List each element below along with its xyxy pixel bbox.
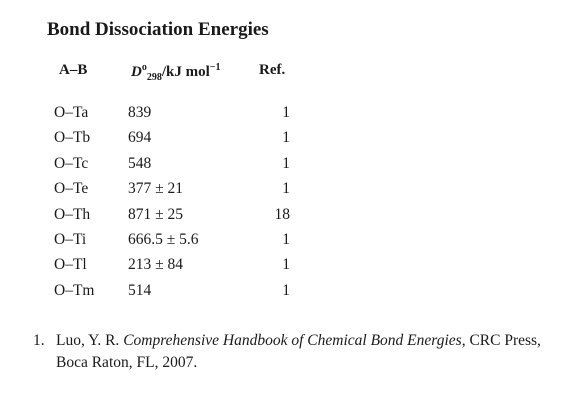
cell-bond: O–Tb bbox=[54, 129, 91, 147]
cell-ref: 1 bbox=[282, 180, 290, 198]
cell-energy: 666.5 ± 5.6 bbox=[128, 231, 199, 248]
authors: Luo, Y. R. bbox=[56, 332, 120, 349]
cell-ref: 1 bbox=[282, 104, 290, 121]
unit: /kJ mol bbox=[161, 64, 210, 80]
cell-bond: O–Tm bbox=[54, 281, 95, 299]
sub: 298 bbox=[146, 72, 162, 83]
cell-energy: 548 bbox=[128, 154, 152, 172]
cell-energy: 839 bbox=[128, 104, 152, 121]
cell-energy: 514 bbox=[128, 281, 152, 299]
header-bond: A–B bbox=[59, 62, 88, 78]
header-ref: Ref. bbox=[259, 62, 286, 78]
cell-bond: O–Ta bbox=[54, 104, 89, 121]
cell-bond: O–Th bbox=[54, 205, 91, 223]
sup: o bbox=[141, 62, 147, 73]
cell-energy: 871 ± 25 bbox=[128, 205, 184, 223]
header-energy: Do298/kJ mol−1 bbox=[131, 62, 220, 83]
rest: , CRC Press, Boca Raton, FL, 2007. bbox=[56, 332, 541, 371]
cell-ref: 1 bbox=[282, 256, 290, 274]
cell-ref: 1 bbox=[282, 281, 290, 299]
title: Bond Dissociation Energies bbox=[47, 19, 269, 40]
cell-bond: O–Tl bbox=[54, 256, 87, 274]
cell-energy: 694 bbox=[128, 129, 152, 147]
cell-ref: 1 bbox=[282, 231, 290, 248]
cell-energy: 213 ± 84 bbox=[128, 256, 184, 274]
cell-bond: O–Ti bbox=[54, 231, 87, 248]
cell-ref: 1 bbox=[282, 154, 290, 172]
cell-bond: O–Tc bbox=[54, 154, 89, 172]
cell-ref: 18 bbox=[274, 205, 291, 223]
unit-sup: −1 bbox=[209, 62, 221, 73]
footnote-text: Luo, Y. R. Comprehensive Handbook of Che… bbox=[56, 330, 556, 374]
cell-ref: 1 bbox=[282, 129, 290, 147]
book: Comprehensive Handbook of Chemical Bond … bbox=[123, 332, 462, 349]
footnote-number: 1. bbox=[33, 332, 45, 349]
cell-energy: 377 ± 21 bbox=[128, 180, 184, 198]
symbol: D bbox=[131, 64, 142, 80]
cell-bond: O–Te bbox=[54, 180, 89, 198]
